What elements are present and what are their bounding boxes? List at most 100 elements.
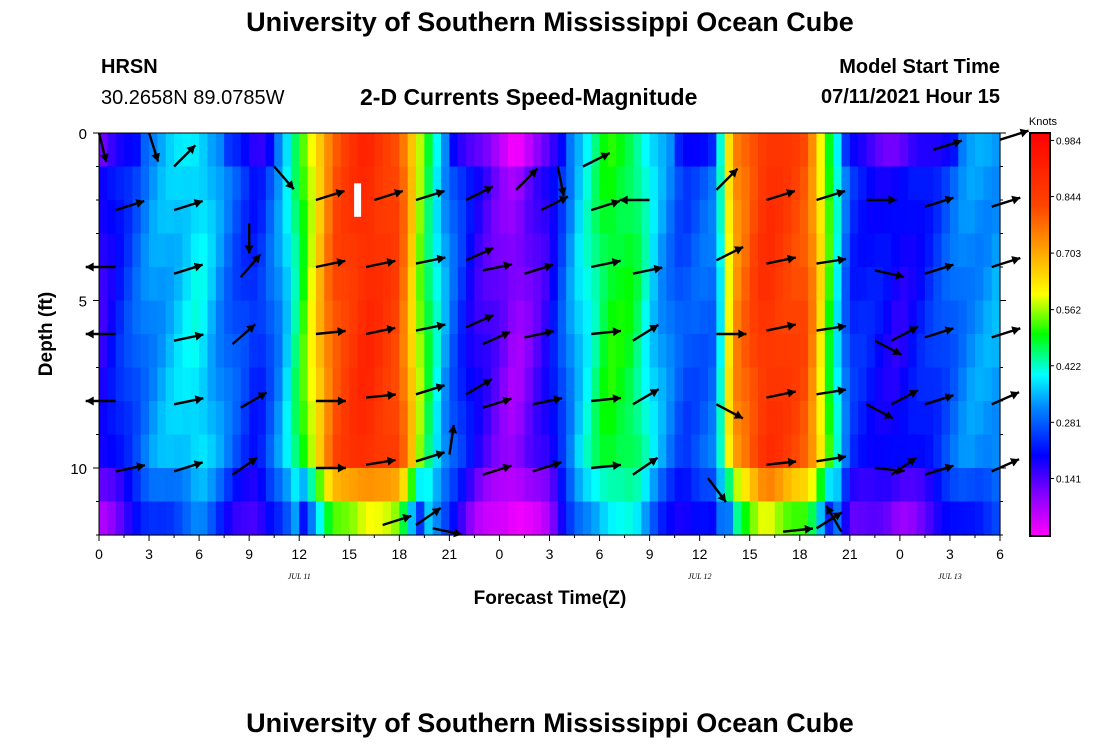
heatmap-cell bbox=[115, 233, 125, 268]
heatmap-cell bbox=[99, 367, 108, 402]
heatmap-cell bbox=[149, 200, 158, 235]
vector-head bbox=[136, 462, 146, 472]
heatmap-cell bbox=[491, 468, 501, 503]
heatmap-cell bbox=[824, 300, 834, 335]
heatmap-cell bbox=[99, 401, 108, 436]
heatmap-cell bbox=[983, 401, 993, 436]
heatmap-cell bbox=[424, 133, 434, 168]
heatmap-cell bbox=[699, 133, 709, 168]
heatmap-cell bbox=[265, 501, 275, 536]
vector-arrow bbox=[239, 253, 262, 278]
heatmap-cell bbox=[340, 401, 350, 436]
vector-arrow bbox=[825, 505, 843, 533]
heatmap-cell bbox=[666, 434, 676, 469]
heatmap-cell bbox=[307, 468, 317, 503]
heatmap-cell bbox=[315, 267, 325, 302]
heatmap-cell bbox=[599, 233, 609, 268]
heatmap-cell bbox=[674, 233, 684, 268]
heatmap-cell bbox=[749, 401, 759, 436]
heatmap-cell bbox=[574, 334, 584, 369]
heatmap-cell bbox=[140, 166, 150, 201]
heatmap-cell bbox=[949, 300, 959, 335]
heatmap-cell bbox=[332, 468, 342, 503]
heatmap-cell bbox=[274, 166, 284, 201]
heatmap-cell bbox=[115, 401, 125, 436]
heatmap-cell bbox=[891, 300, 901, 335]
heatmap-cell bbox=[374, 501, 384, 536]
heatmap-cell bbox=[407, 334, 417, 369]
heatmap-cell bbox=[541, 267, 551, 302]
heatmap-cell bbox=[582, 468, 592, 503]
heatmap-cell bbox=[891, 200, 901, 235]
heatmap-cell bbox=[749, 233, 759, 268]
heatmap-cell bbox=[374, 468, 384, 503]
heatmap-cell bbox=[791, 334, 801, 369]
vector-arrow bbox=[632, 388, 660, 406]
heatmap-cell bbox=[432, 401, 442, 436]
heatmap-cell bbox=[708, 367, 717, 402]
heatmap-cell bbox=[557, 133, 567, 168]
x-tick-label: 3 bbox=[946, 546, 954, 562]
heatmap-cell bbox=[933, 133, 943, 168]
heatmap-cell bbox=[457, 501, 467, 536]
heatmap-cell bbox=[566, 300, 576, 335]
heatmap-cell bbox=[557, 434, 567, 469]
heatmap-cell bbox=[449, 334, 459, 369]
heatmap-cell bbox=[674, 166, 684, 201]
heatmap-cell bbox=[99, 267, 108, 302]
heatmap-cell bbox=[691, 367, 701, 402]
heatmap-cell bbox=[132, 200, 142, 235]
heatmap-cell bbox=[649, 166, 659, 201]
heatmap-cell bbox=[916, 166, 926, 201]
heatmap-cell bbox=[566, 468, 576, 503]
heatmap-cell bbox=[190, 468, 200, 503]
heatmap-cell bbox=[416, 300, 425, 335]
heatmap-cell bbox=[791, 501, 801, 536]
heatmap-cell bbox=[883, 334, 893, 369]
heatmap-cell bbox=[307, 166, 317, 201]
heatmap-cell bbox=[482, 434, 492, 469]
heatmap-cell bbox=[257, 300, 267, 335]
heatmap-cell bbox=[224, 133, 234, 168]
heatmap-cell bbox=[966, 267, 976, 302]
heatmap-cell bbox=[624, 434, 634, 469]
vector-head bbox=[612, 394, 622, 404]
heatmap-cell bbox=[324, 468, 334, 503]
heatmap-cell bbox=[741, 334, 751, 369]
heatmap-cell bbox=[632, 367, 642, 402]
heatmap-cell bbox=[766, 367, 776, 402]
vector-head bbox=[1009, 458, 1020, 467]
heatmap-cell bbox=[682, 367, 692, 402]
heatmap-cell bbox=[124, 166, 133, 201]
heatmap-cell bbox=[257, 166, 267, 201]
heatmap-cell bbox=[758, 133, 767, 168]
heatmap-cell bbox=[257, 434, 267, 469]
vector-head bbox=[888, 195, 897, 205]
heatmap-cell bbox=[866, 166, 876, 201]
heatmap-cell bbox=[941, 200, 951, 235]
y-tick-label: 5 bbox=[79, 294, 87, 311]
heatmap-cell bbox=[340, 367, 350, 402]
heatmap-cell bbox=[332, 233, 342, 268]
heatmap-cell bbox=[140, 501, 150, 536]
heatmap-cell bbox=[340, 133, 350, 168]
heatmap-cell bbox=[582, 401, 592, 436]
heatmap-cell bbox=[766, 200, 776, 235]
heatmap-cell bbox=[966, 166, 976, 201]
heatmap-cell bbox=[332, 267, 342, 302]
heatmap-cell bbox=[365, 401, 375, 436]
heatmap-cell bbox=[941, 334, 951, 369]
heatmap-cell bbox=[315, 468, 325, 503]
colorbar-tick-label: 0.844 bbox=[1056, 193, 1081, 204]
heatmap-cell bbox=[315, 133, 325, 168]
heatmap-cell bbox=[532, 233, 542, 268]
heatmap-cell bbox=[716, 267, 726, 302]
heatmap-cell bbox=[591, 468, 601, 503]
x-date-label: JUL 13 bbox=[938, 572, 962, 581]
heatmap-cell bbox=[257, 233, 267, 268]
heatmap-cell bbox=[891, 133, 901, 168]
vector-head bbox=[503, 261, 513, 271]
heatmap-cell bbox=[140, 468, 150, 503]
heatmap-cell bbox=[649, 233, 659, 268]
